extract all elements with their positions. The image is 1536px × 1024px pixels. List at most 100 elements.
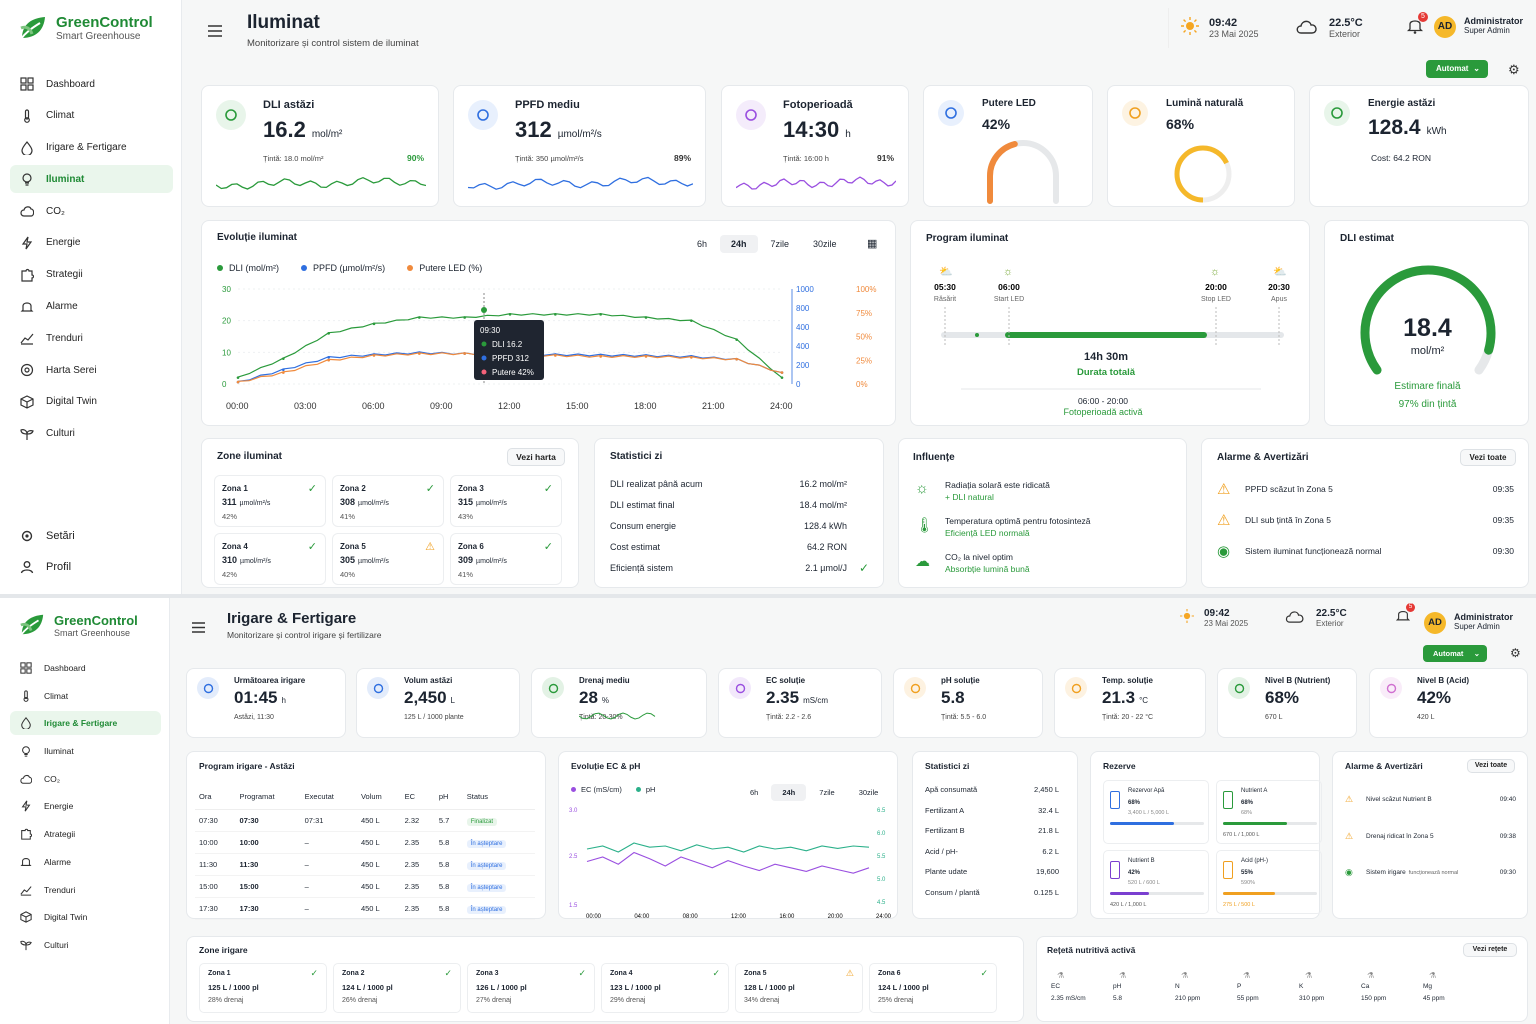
sidebar-item-2[interactable]: Irigare & Fertigare [10, 134, 173, 162]
sidebar-item-8[interactable]: Trenduri [10, 324, 173, 352]
menu-icon[interactable] [208, 24, 222, 42]
battery-icon [1324, 100, 1350, 126]
range-6h[interactable]: 6h [697, 239, 708, 249]
settings-gear-icon[interactable]: ⚙ [1508, 62, 1520, 77]
sidebar-item-2[interactable]: Irigare & Fertigare [10, 711, 161, 736]
sidebar-item-5[interactable]: Energie [10, 229, 173, 257]
zone-tile[interactable]: Zona 4 123 L / 1000 pl 29% drenaj ✓ [601, 963, 729, 1013]
sidebar-item-7[interactable]: Alarme [10, 293, 173, 321]
x-tick: 21:00 [702, 401, 725, 411]
alarm-text-group[interactable]: Sistem irigare funcționează normal [1366, 869, 1458, 876]
influences-title: Influențe [913, 452, 955, 463]
zone-tile[interactable]: Zona 2 308 µmol/m²/s 41% ✓ [332, 475, 444, 527]
brand-logo[interactable]: GreenControl Smart Greenhouse [18, 14, 153, 42]
sidebar-item-10[interactable]: Culturi [10, 933, 161, 957]
view-recipes-button[interactable]: Vezi rețete [1463, 943, 1517, 957]
sidebar-item-3[interactable]: Iluminat [10, 739, 161, 763]
sidebar-item-0[interactable]: Dashboard [10, 70, 173, 98]
bell-icon[interactable]: 5 [1406, 12, 1428, 39]
avatar[interactable]: AD [1434, 16, 1456, 38]
sidebar-item-4[interactable]: CO₂ [10, 767, 161, 791]
alarm-text[interactable]: PPFD scăzut în Zona 5 [1245, 484, 1333, 494]
range-6h[interactable]: 6h [750, 788, 759, 797]
zone-tile[interactable]: Zona 5 128 L / 1000 pl 34% drenaj ⚠ [735, 963, 863, 1013]
series-point [327, 356, 330, 359]
sidebar-item-9[interactable]: Digital Twin [10, 905, 161, 929]
sidebar-item-1[interactable]: Climat [10, 102, 173, 130]
sidebar-item-6[interactable]: Strategii [10, 261, 173, 289]
sidebar-item-0[interactable]: Dashboard [10, 656, 161, 680]
range-30zile[interactable]: 30zile [858, 788, 879, 797]
table-row[interactable]: 17:30 17:30 – 450 L 2.35 5.8 În așteptare [195, 897, 535, 920]
zone-tile[interactable]: Zona 6 124 L / 1000 pl 25% drenaj ✓ [869, 963, 997, 1013]
zone-tile[interactable]: Zona 5 305 µmol/m²/s 40% ⚠ [332, 533, 444, 585]
range-24h[interactable]: 24h [720, 235, 758, 253]
nav-profile[interactable]: Profil [10, 555, 173, 579]
zone-tile[interactable]: Zona 3 126 L / 1000 pl 27% drenaj ✓ [467, 963, 595, 1013]
nutrient-icon: ⚗ [1181, 971, 1189, 980]
warning-icon: ⚠ [425, 541, 435, 553]
range-7zile[interactable]: 7zile [819, 788, 835, 797]
range-24h[interactable]: 24h [771, 784, 807, 801]
alarm-text-group[interactable]: Drenaj ridicat în Zona 5 [1366, 833, 1434, 840]
table-row[interactable]: 15:00 15:00 – 450 L 2.35 5.8 În așteptare [195, 875, 535, 898]
zone-tile[interactable]: Zona 4 310 µmol/m²/s 42% ✓ [214, 533, 326, 585]
range-30zile[interactable]: 30zile [813, 239, 837, 249]
mode-dropdown[interactable]: Automat ⌄ [1426, 60, 1488, 78]
user-block[interactable]: Administrator Super Admin [1464, 16, 1523, 35]
cell-value: 2.35 [404, 904, 420, 913]
table-cell: 450 L [356, 831, 401, 854]
sidebar-item-11[interactable]: Culturi [10, 420, 173, 448]
reserve-tile[interactable]: Nutrient A 68% 68% 670 L / 1,000 L [1216, 780, 1322, 844]
sidebar-item-4[interactable]: CO₂ [10, 197, 173, 225]
bell-icon[interactable]: 5 [1395, 603, 1415, 628]
sidebar-item-3[interactable]: Iluminat [10, 165, 173, 194]
kpi-gauge [1174, 145, 1232, 203]
reserve-tile[interactable]: Rezervor Apă 68% 3,400 L / 5,000 L [1103, 780, 1209, 844]
sidebar-item-9[interactable]: Harta Serei [10, 356, 173, 384]
view-all-alarms-button[interactable]: Vezi toate [1467, 759, 1515, 773]
menu-icon[interactable] [192, 620, 205, 638]
sidebar-item-5[interactable]: Energie [10, 794, 161, 818]
reserve-tile[interactable]: Acid (pH-) 55% 590% 275 L / 500 L [1216, 850, 1322, 914]
sidebar-item-1[interactable]: Climat [10, 684, 161, 708]
avatar[interactable]: AD [1424, 612, 1446, 634]
sidebar-item-8[interactable]: Trenduri [10, 878, 161, 902]
kpi-value-group: 16.2 mol/m² [263, 117, 342, 143]
alarm-text[interactable]: Sistem iluminat funcționează normal [1245, 546, 1382, 556]
zone-tile[interactable]: Zona 1 125 L / 1000 pl 28% drenaj ✓ [199, 963, 327, 1013]
zone-tile[interactable]: Zona 2 124 L / 1000 pl 26% drenaj ✓ [333, 963, 461, 1013]
zone-unit: µmol/m²/s [239, 500, 271, 507]
nav-settings[interactable]: Setări [10, 524, 173, 548]
sun-icon: ☼ [915, 480, 929, 497]
series-point [236, 380, 240, 384]
tooltip-ppfd: PPFD 312 [492, 354, 529, 363]
alarm-text[interactable]: DLI sub țintă în Zona 5 [1245, 515, 1331, 525]
sidebar-item-10[interactable]: Digital Twin [10, 388, 173, 416]
table-row[interactable]: 07:30 07:30 07:31 450 L 2.32 5.7 Finalizat [195, 809, 535, 832]
settings-gear-icon[interactable]: ⚙ [1510, 646, 1521, 660]
brand-logo[interactable]: GreenControl Smart Greenhouse [18, 612, 138, 638]
user-block[interactable]: Administrator Super Admin [1454, 612, 1513, 631]
zone-tile[interactable]: Zona 3 315 µmol/m²/s 43% ✓ [450, 475, 562, 527]
sidebar-item-7[interactable]: Alarme [10, 850, 161, 874]
influence-text: CO₂ la nivel optim [945, 552, 1014, 562]
cell-value: 450 L [360, 860, 380, 869]
reserve-tile[interactable]: Nutrient B 42% 520 L / 600 L 420 L / 1,000 … [1103, 850, 1209, 914]
status-badge: În așteptare [466, 862, 507, 870]
zone-power: 41% [458, 570, 474, 579]
range-7zile[interactable]: 7zile [770, 239, 790, 249]
view-map-button[interactable]: Vezi harta [507, 448, 565, 466]
zone-tile[interactable]: Zona 6 309 µmol/m²/s 41% ✓ [450, 533, 562, 585]
table-row[interactable]: 11:30 11:30 – 450 L 2.35 5.8 În așteptare [195, 853, 535, 876]
sidebar-item-6[interactable]: Atrategii [10, 822, 161, 846]
alarm-text-group[interactable]: Nivel scăzut Nutrient B [1366, 796, 1432, 803]
y-tick-right: 4.5 [877, 900, 886, 906]
calendar-icon[interactable]: ▦ [867, 238, 878, 250]
table-row[interactable]: 10:00 10:00 – 450 L 2.35 5.8 În așteptare [195, 831, 535, 854]
view-all-alarms-button[interactable]: Vezi toate [1460, 449, 1516, 466]
zone-tile[interactable]: Zona 1 311 µmol/m²/s 42% ✓ [214, 475, 326, 527]
cursor-point [481, 307, 487, 313]
mode-dropdown[interactable]: Automat ⌄ [1423, 645, 1487, 662]
table-cell: 07:31 [300, 809, 357, 832]
